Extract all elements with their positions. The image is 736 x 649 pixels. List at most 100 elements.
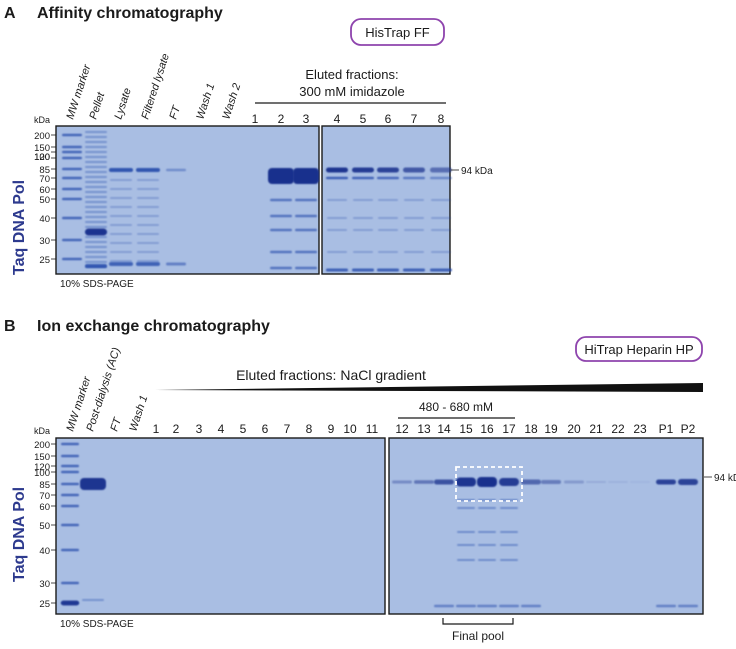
lane-label-wash-1: Wash 1 — [127, 394, 150, 433]
gel-band — [352, 176, 374, 180]
lane-label-filtered-lysate: Filtered lysate — [139, 52, 172, 121]
gel-band — [110, 224, 132, 226]
gel-band — [61, 442, 79, 446]
ladder-label: 85 — [39, 165, 50, 176]
band-marker-label: 94 kDa — [714, 473, 736, 484]
fraction-number: 13 — [417, 422, 431, 436]
fraction-number: 17 — [502, 422, 516, 436]
gel-band — [85, 251, 107, 253]
kda-unit: kDa — [34, 115, 50, 125]
gel-band — [564, 480, 584, 484]
gel-band — [678, 604, 698, 608]
lane-labels: MW marker Pellet Lysate Filtered lysate … — [64, 52, 243, 121]
gel-band — [404, 217, 424, 219]
gel-band — [61, 482, 79, 486]
gel-band — [477, 604, 497, 608]
ladder-label: 120 — [34, 462, 50, 473]
gel-band — [541, 480, 561, 484]
gel-band — [137, 251, 159, 253]
gel-band — [327, 229, 347, 231]
lane-label-ft: FT — [108, 415, 124, 433]
gel-band — [137, 188, 159, 190]
gel-band — [431, 229, 451, 231]
gel-band — [85, 256, 107, 258]
ladder-labels: 200 150 120 100 85 70 60 50 40 30 25 — [34, 131, 50, 266]
ladder-label: 50 — [39, 195, 50, 206]
gel-band — [404, 251, 424, 253]
fraction-number: 3 — [196, 422, 203, 436]
fraction-number: 22 — [611, 422, 625, 436]
gel-band — [85, 181, 107, 183]
gel-band — [85, 156, 107, 158]
fraction-number: 5 — [240, 422, 247, 436]
gel-band — [137, 197, 159, 199]
panel-b: B Ion exchange chromatography HiTrap Hep… — [4, 318, 736, 643]
gel-band — [85, 216, 107, 218]
gel-band — [430, 268, 452, 272]
gel-band — [353, 217, 373, 219]
gel-band — [85, 241, 107, 243]
fraction-number: 6 — [385, 112, 392, 126]
gel-band — [499, 478, 519, 486]
gel-band — [62, 176, 82, 180]
gel-band — [61, 523, 79, 527]
fraction-number: 15 — [459, 422, 473, 436]
fraction-number: 4 — [334, 112, 341, 126]
final-pool-label: Final pool — [452, 629, 504, 643]
gel-band — [608, 481, 628, 483]
gel-band — [61, 454, 79, 458]
gel-band — [110, 197, 132, 199]
gel-band — [85, 264, 107, 268]
gel-band — [85, 221, 107, 223]
gel-band — [82, 599, 104, 601]
gel-band — [62, 216, 82, 220]
ladder-label: 30 — [39, 236, 50, 247]
gel-band — [61, 600, 79, 606]
gel-band — [110, 188, 132, 190]
gel-band — [85, 141, 107, 143]
lane-labels: MW marker Post-dialysis (AC) FT Wash 1 — [64, 346, 150, 433]
gel-band — [457, 499, 475, 501]
gel-band — [85, 226, 107, 228]
gel-band — [457, 507, 475, 509]
ladder-label: 60 — [39, 185, 50, 196]
fraction-number: 19 — [544, 422, 558, 436]
gel-band — [521, 604, 541, 608]
gel-band — [85, 211, 107, 213]
gel-band — [326, 268, 348, 272]
gel-band — [62, 150, 82, 154]
gel-band — [61, 464, 79, 468]
lane-label-lysate: Lysate — [112, 87, 133, 121]
ladder-label: 30 — [39, 579, 50, 590]
gel-band — [295, 214, 317, 218]
gel-band — [62, 197, 82, 201]
gel-band — [500, 531, 518, 533]
ladder-label: 25 — [39, 255, 50, 266]
ladder-label: 40 — [39, 546, 50, 557]
gel-band — [478, 544, 496, 546]
gel-a-left — [55, 125, 320, 275]
elution-header-line-1: Eluted fractions: — [305, 67, 398, 82]
lane-label-wash-2: Wash 2 — [220, 82, 243, 121]
gel-band — [80, 478, 106, 490]
fraction-number: 9 — [328, 422, 335, 436]
gel-band — [656, 604, 676, 608]
gel-band — [62, 167, 82, 171]
side-label-taq-dna-pol: Taq DNA Pol — [11, 487, 28, 582]
gel-band — [62, 187, 82, 191]
ladder-label: 85 — [39, 480, 50, 491]
lane-label-wash-1: Wash 1 — [194, 82, 217, 121]
fraction-number: 7 — [284, 422, 291, 436]
elution-header-line-2: 300 mM imidazole — [299, 84, 405, 99]
gel-band — [136, 262, 160, 266]
gel-band — [137, 260, 159, 262]
gel-band — [326, 176, 348, 180]
gel-band — [109, 262, 133, 266]
fraction-number: 1 — [252, 112, 259, 126]
side-label-taq-dna-pol: Taq DNA Pol — [11, 180, 28, 275]
ladder-labels: 200 150 120 100 85 70 60 50 40 30 25 — [34, 440, 50, 610]
lane-label-ft: FT — [167, 103, 183, 121]
gel-band — [327, 199, 347, 201]
gel-band — [62, 257, 82, 261]
gel-band — [136, 168, 160, 172]
